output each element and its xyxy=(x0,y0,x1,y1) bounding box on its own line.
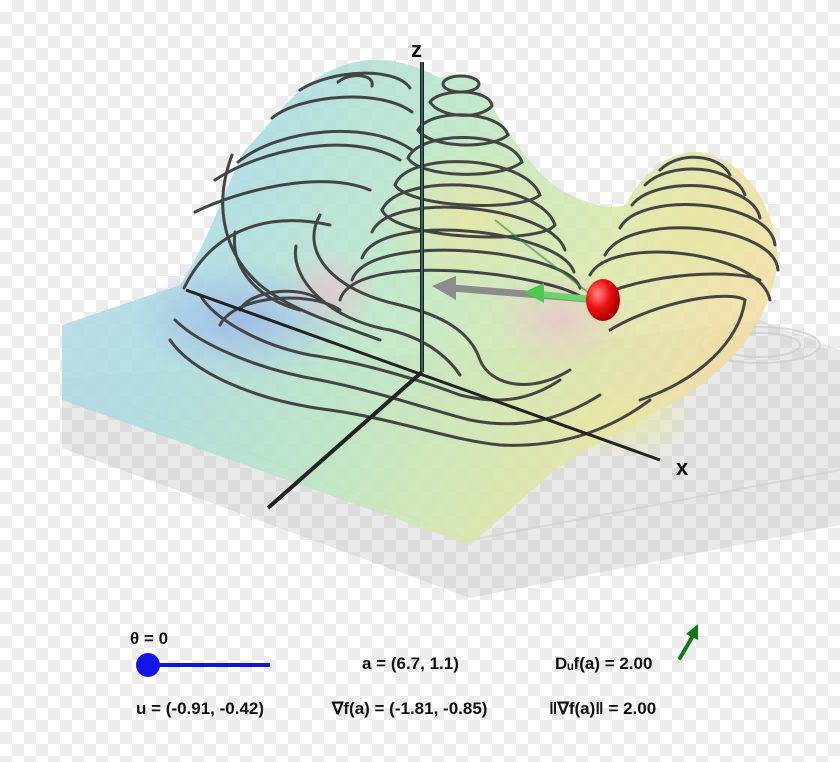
gradient-path-curve xyxy=(494,219,596,299)
theta-slider[interactable] xyxy=(136,652,270,678)
unit-vector-label: u = (-0.91, -0.42) xyxy=(136,699,265,718)
slider-track[interactable] xyxy=(148,663,270,667)
point-a-marker[interactable] xyxy=(586,279,620,321)
directional-derivative-label: Dᵤf(a) = 2.00 xyxy=(555,654,653,673)
direction-arrow-icon xyxy=(678,624,698,660)
contour-lines xyxy=(168,71,780,447)
x-axis-label: x xyxy=(676,455,689,480)
slider-knob[interactable] xyxy=(136,653,160,677)
theta-label: θ = 0 xyxy=(130,629,169,648)
gradient-norm-label: ‖∇f(a)‖ = 2.00 xyxy=(549,699,657,718)
point-a-label: a = (6.7, 1.1) xyxy=(362,654,459,673)
gradient-label: ∇f(a) = (-1.81, -0.85) xyxy=(332,699,488,718)
z-axis-label: z xyxy=(411,37,422,62)
axes: z x xyxy=(185,37,689,510)
